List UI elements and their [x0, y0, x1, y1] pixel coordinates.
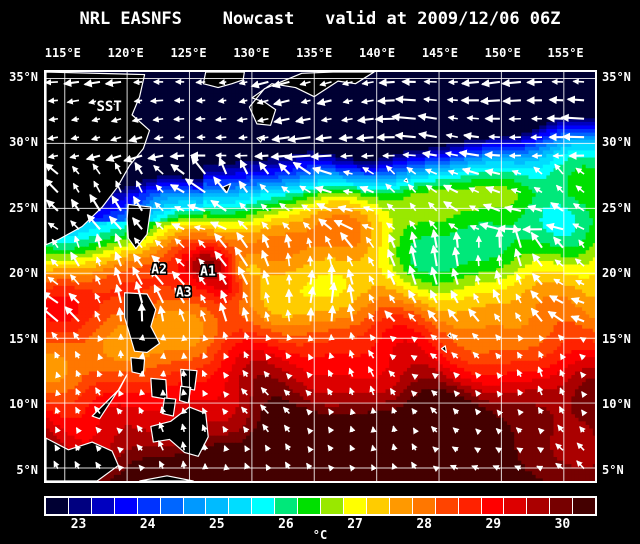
colorbar-tick-24: 24 [139, 517, 156, 532]
lat-tick-35: 35°N [9, 69, 38, 84]
colorbar-swatch-6 [183, 498, 207, 514]
colorbar-swatch-10 [275, 498, 299, 514]
colorbar-swatch-21 [527, 498, 551, 514]
colorbar-swatch-17 [435, 498, 459, 514]
colorbar-swatch-5 [160, 498, 184, 514]
colorbar-swatch-16 [412, 498, 436, 514]
lon-tick-135: 135°E [296, 46, 333, 60]
colorbar-swatch-3 [114, 498, 138, 514]
colorbar-swatch-18 [458, 498, 482, 514]
lon-tick-125: 125°E [170, 46, 207, 60]
colorbar-tick-28: 28 [416, 517, 433, 532]
lat-tick-15: 15°N [9, 331, 38, 346]
longitude-axis-top: 115°E 120°E 125°E 130°E 135°E 140°E 145°E 150°E… [44, 46, 597, 64]
lat-tick-10: 10°N [9, 397, 38, 412]
lat-tick-30: 30°N [602, 135, 631, 150]
colorbar-swatch-19 [481, 498, 505, 514]
page-title: NRL EASNFS Nowcast valid at 2009/12/06 0… [79, 9, 561, 29]
colorbar-tick-23: 23 [70, 517, 87, 532]
colorbar-swatch-13 [343, 498, 367, 514]
lon-tick-145: 145°E [421, 46, 458, 60]
lat-tick-35: 35°N [602, 69, 631, 84]
colorbar-swatch-23 [573, 498, 596, 514]
lon-tick-115: 115°E [44, 46, 81, 60]
colorbar-swatch-22 [550, 498, 574, 514]
colorbar-swatch-11 [298, 498, 322, 514]
colorbar-tick-26: 26 [278, 517, 294, 532]
lat-tick-25: 25°N [602, 200, 631, 215]
lat-tick-20: 20°N [9, 266, 38, 281]
colorbar-ticks: 23 24 25 26 27 28 29 30 [44, 517, 597, 533]
colorbar-swatch-1 [68, 498, 92, 514]
lat-tick-25: 25°N [9, 200, 38, 215]
colorbar-tick-25: 25 [208, 517, 225, 532]
sst-map[interactable]: SST A2 A1 A3 [44, 70, 597, 483]
colorbar-swatch-4 [137, 498, 161, 514]
lon-tick-140: 140°E [358, 46, 396, 60]
lon-tick-130: 130°E [233, 46, 270, 60]
colorbar [44, 496, 597, 516]
colorbar-swatch-0 [46, 498, 69, 514]
lat-tick-5: 5°N [602, 462, 624, 477]
colorbar-tick-27: 27 [347, 517, 363, 532]
colorbar-tick-29: 29 [485, 517, 502, 532]
map-clip [46, 72, 595, 481]
colorbar-swatch-15 [389, 498, 413, 514]
lat-tick-30: 30°N [9, 135, 38, 150]
lat-tick-5: 5°N [16, 462, 38, 477]
title-bar: NRL EASNFS Nowcast valid at 2009/12/06 0… [0, 6, 640, 32]
colorbar-tick-30: 30 [554, 517, 571, 532]
colorbar-swatch-7 [206, 498, 230, 514]
lat-tick-10: 10°N [602, 397, 631, 412]
map-annotation-a2: A2 [151, 262, 167, 278]
lon-tick-155: 155°E [547, 46, 584, 60]
map-annotation-a3: A3 [175, 285, 192, 301]
colorbar-swatch-9 [252, 498, 276, 514]
latitude-axis-right: 35°N 30°N 25°N 20°N 15°N 10°N 5°N [599, 70, 640, 483]
colorbar-swatch-2 [91, 498, 115, 514]
map-annotation-a1: A1 [200, 264, 216, 280]
colorbar-swatch-12 [321, 498, 344, 514]
lon-tick-120: 120°E [107, 46, 144, 60]
colorbar-swatch-8 [229, 498, 253, 514]
colorbar-swatch-14 [366, 498, 390, 514]
lat-tick-20: 20°N [602, 266, 631, 281]
colorbar-unit-label: °C [312, 528, 328, 542]
colorbar-swatch-20 [504, 498, 528, 514]
map-annotation-sst: SST [96, 98, 122, 115]
lat-tick-15: 15°N [602, 331, 631, 346]
sst-field [46, 72, 595, 481]
latitude-axis-left: 35°N 30°N 25°N 20°N 15°N 10°N 5°N [0, 70, 42, 483]
lon-tick-150: 150°E [484, 46, 521, 60]
